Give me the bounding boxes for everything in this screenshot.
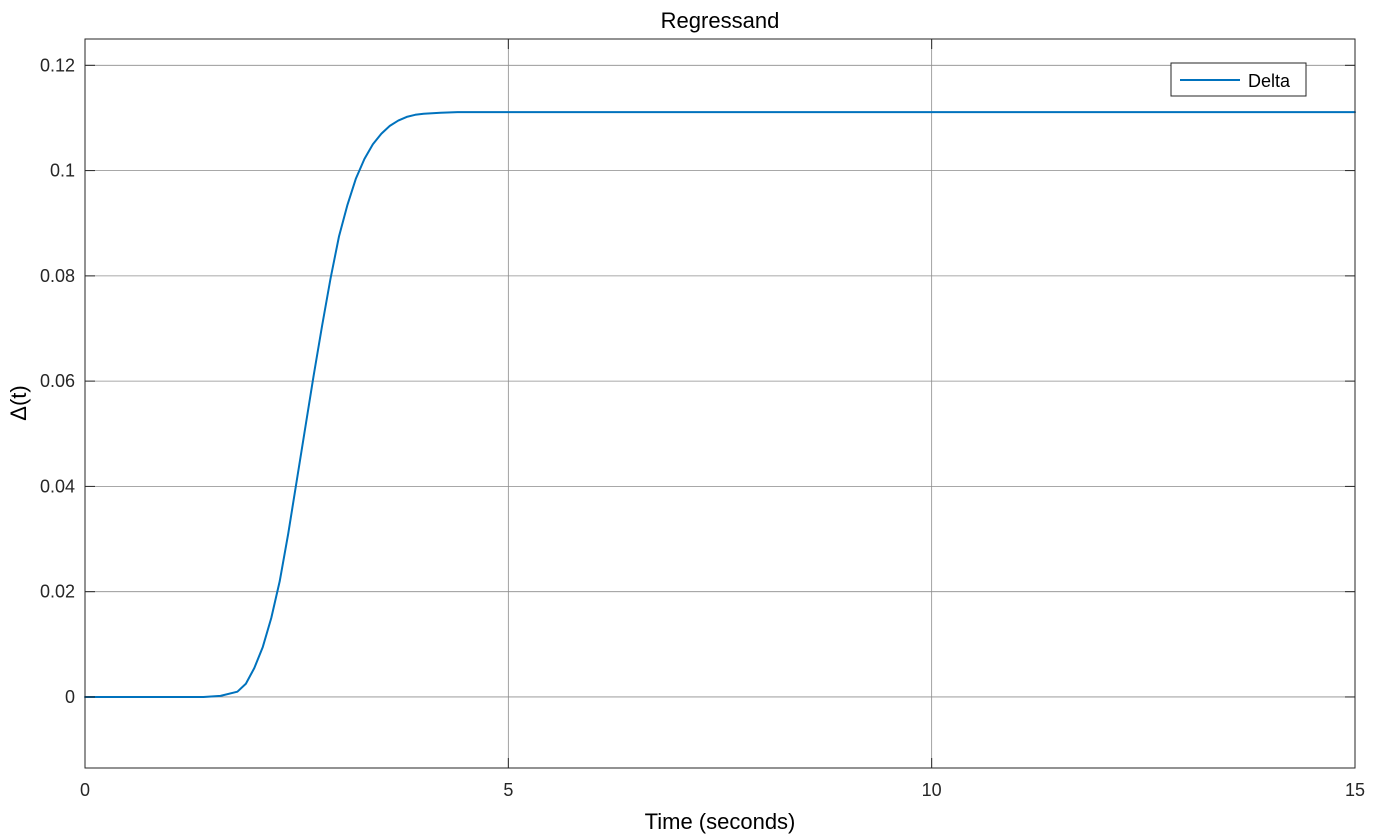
chart-title: Regressand [661, 8, 780, 33]
x-tick-label: 15 [1345, 780, 1365, 800]
axis-ticks [84, 39, 1356, 768]
y-tick-label: 0.02 [40, 582, 75, 602]
plot-frame [84, 38, 1356, 769]
series-layer [84, 111, 1356, 698]
y-axis-label: Δ(t) [6, 385, 31, 420]
x-tick-label: 0 [80, 780, 90, 800]
y-tick-label: 0.1 [50, 161, 75, 181]
y-tick-label: 0.08 [40, 266, 75, 286]
legend[interactable]: Delta [1170, 62, 1307, 97]
y-tick-label: 0.12 [40, 55, 75, 75]
tick-labels: 0 5 10 15 0 0.02 0.04 0.06 0.08 0.1 0.12 [40, 55, 1365, 800]
x-tick-label: 5 [503, 780, 513, 800]
series-line-delta [84, 111, 1356, 698]
legend-label-delta: Delta [1248, 71, 1291, 91]
y-tick-label: 0 [65, 687, 75, 707]
x-tick-label: 10 [922, 780, 942, 800]
plot-background [85, 39, 1355, 768]
y-tick-label: 0.04 [40, 476, 75, 496]
x-axis-label: Time (seconds) [645, 809, 796, 834]
y-tick-label: 0.06 [40, 371, 75, 391]
